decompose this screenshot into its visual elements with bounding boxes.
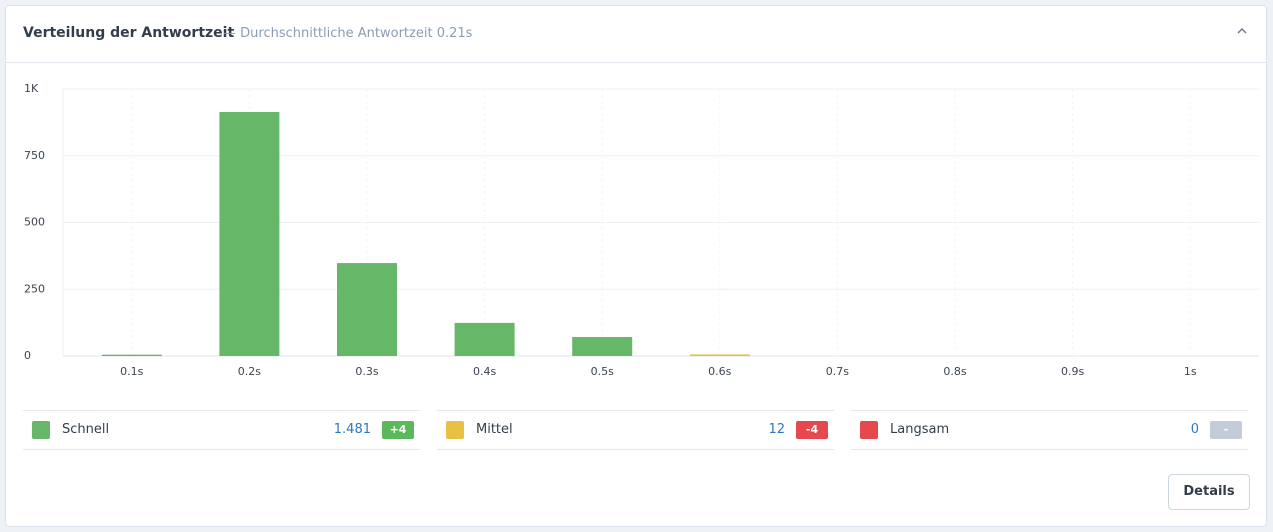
legend-value: 0 [1190, 422, 1199, 437]
legend-label: Mittel [476, 422, 513, 437]
legend-value: 12 [768, 422, 785, 437]
change-badge: -4 [796, 421, 828, 439]
bar [689, 354, 750, 356]
change-badge: +4 [382, 421, 414, 439]
legend-value: 1.481 [333, 422, 371, 437]
chart: 0 250 500 750 1K 0.1s 0.2s 0.3s 0.4s 0.5s 0.6s 0.7s… [24, 82, 1259, 378]
x-tick-label: 0.2s [238, 365, 261, 378]
card-subtitle: — Durchschnittliche Antwortzeit 0.21s [223, 26, 473, 41]
legend-item: Mittel 12 -4 [437, 410, 834, 450]
bar [572, 337, 633, 356]
bar [101, 354, 162, 356]
collapse-toggle[interactable] [1236, 26, 1248, 36]
legend-item: Schnell 1.481 +4 [23, 410, 420, 450]
x-tick-label: 0.6s [708, 365, 731, 378]
x-tick-label: 0.4s [473, 365, 496, 378]
x-tick-label: 0.7s [826, 365, 849, 378]
bar [337, 263, 397, 356]
x-tick-label: 0.9s [1061, 365, 1084, 378]
legend-label: Langsam [890, 422, 950, 437]
y-tick-label: 1K [24, 82, 39, 95]
legend-swatch [32, 421, 50, 439]
legend-swatch [860, 421, 878, 439]
legend-item: Langsam 0- [851, 410, 1248, 450]
y-tick-label: 500 [24, 216, 45, 229]
x-tick-label: 0.3s [355, 365, 378, 378]
y-tick-label: 250 [24, 282, 45, 295]
x-tick-label: 0.1s [120, 365, 143, 378]
card-header: Verteilung der Antwortzeit — Durchschnit… [6, 6, 1266, 63]
legend-swatch [446, 421, 464, 439]
legend-label: Schnell [62, 422, 110, 437]
details-button[interactable]: Details [1168, 474, 1250, 510]
card: Verteilung der Antwortzeit — Durchschnit… [5, 5, 1267, 527]
x-tick-label: 0.8s [943, 365, 966, 378]
x-tick-label: 0.5s [591, 365, 614, 378]
bar [219, 111, 280, 356]
change-badge: - [1210, 421, 1242, 439]
y-tick-label: 750 [24, 149, 45, 162]
x-tick-label: 1s [1184, 365, 1197, 378]
y-tick-label: 0 [24, 349, 31, 362]
card-title: Verteilung der Antwortzeit [23, 25, 235, 41]
bar [454, 322, 515, 356]
